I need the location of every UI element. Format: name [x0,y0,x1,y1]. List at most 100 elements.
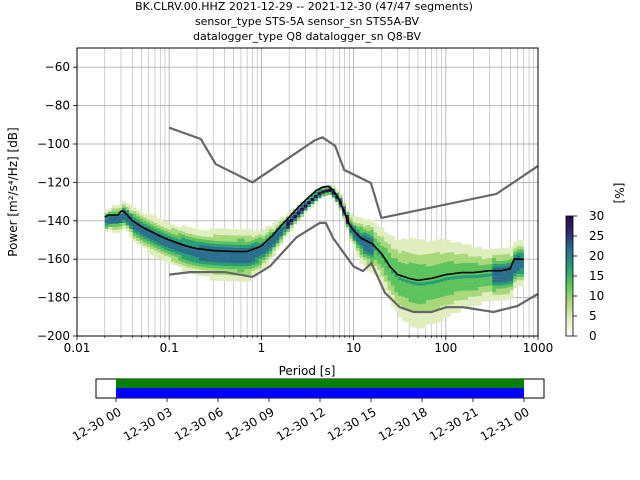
density-cell [373,241,378,245]
density-cell [464,259,469,263]
density-cell [436,264,441,268]
density-cell [373,232,378,236]
density-cell [408,314,413,318]
density-cell [509,252,514,257]
density-cell [398,267,402,272]
density-cell [506,253,511,257]
density-cell [478,271,483,275]
density-cell [240,247,245,251]
density-cell [244,244,249,248]
density-cell [115,217,119,221]
density-cell [261,266,266,270]
density-cell [244,235,249,239]
density-cell [220,244,224,248]
density-cell [474,299,479,303]
density-cell [247,250,252,254]
density-cell [439,309,444,313]
density-cell [254,244,259,248]
density-cell [450,267,455,271]
density-cell [419,325,423,329]
density-cell [279,242,284,246]
density-cell [153,241,158,245]
density-cell [122,201,126,205]
density-cell [408,237,413,241]
density-cell [300,207,305,211]
density-cell [206,264,210,268]
density-cell [478,286,483,290]
density-cell [272,234,277,239]
density-cell [377,272,381,276]
density-cell [286,231,291,235]
density-cell [279,236,284,240]
density-cell [467,281,472,285]
density-cell [405,313,409,317]
density-cell [244,247,249,251]
density-cell [359,254,364,258]
density-cell [415,239,420,243]
density-cell [363,250,367,254]
density-cell [426,256,430,261]
density-cell [446,313,451,317]
density-cell [345,227,350,231]
density-cell [233,241,238,245]
density-cell [139,243,144,247]
density-cell [300,213,305,217]
density-cell [254,238,259,242]
density-cell [502,254,507,258]
density-cell [202,260,207,265]
density-cell [432,265,437,269]
density-cell [467,274,472,279]
density-cell [387,283,392,287]
density-cell [380,251,385,256]
density-cell [495,260,500,264]
density-cell [405,279,409,283]
density-cell [104,225,109,229]
density-cell [391,254,395,258]
density-cell [279,239,284,243]
density-cell [220,265,224,269]
density-cell [384,232,388,236]
density-cell [342,206,346,210]
density-cell [419,239,423,243]
density-cell [426,278,430,282]
density-cell [432,252,437,256]
density-cell [233,266,238,270]
density-cell [359,251,364,255]
density-cell [178,233,182,237]
density-cell [464,299,469,303]
density-cell [272,244,277,248]
density-cell [188,258,193,262]
density-cell [457,241,462,245]
density-cell [481,261,486,265]
density-cell [436,267,441,271]
density-cell [405,248,409,252]
density-cell [366,237,371,241]
density-cell [412,241,416,245]
density-cell [247,262,252,266]
density-cell [426,309,430,313]
density-cell [443,283,448,287]
density-cell [258,255,263,259]
density-cell [370,232,374,236]
density-cell [391,303,395,308]
density-cell [108,217,112,221]
density-cell [408,271,413,275]
density-cell [314,194,318,198]
density-cell [502,269,507,273]
density-cell [516,270,521,274]
density-cell [181,237,186,241]
density-cell [436,300,441,305]
density-cell [471,256,476,260]
density-cell [405,270,409,274]
density-cell [111,220,116,224]
density-cell [439,299,444,304]
density-cell [209,261,214,265]
density-cell [443,262,448,266]
density-cell [380,227,385,231]
density-cell [199,229,203,233]
density-cell [282,229,287,233]
density-cell [240,241,245,245]
density-cell [429,314,434,319]
density-cell [478,289,483,293]
density-cell [352,216,357,220]
